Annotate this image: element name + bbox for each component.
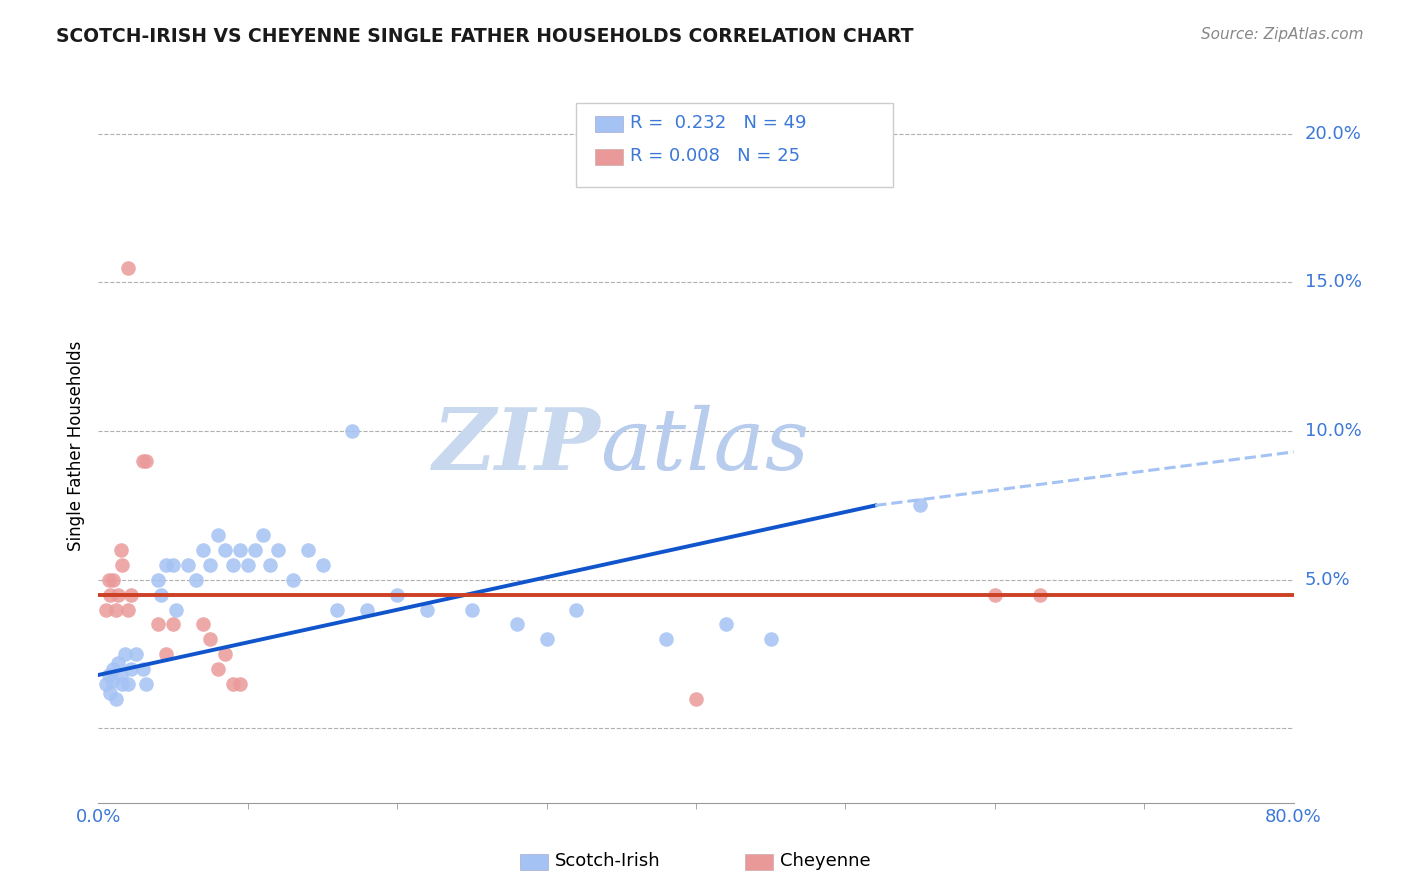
Point	[105, 602, 128, 616]
Point	[97, 668, 120, 682]
Point	[114, 647, 136, 661]
Point	[103, 573, 125, 587]
Text: R = 0.008   N = 25: R = 0.008 N = 25	[630, 147, 800, 165]
Point	[132, 454, 155, 468]
Point	[150, 588, 173, 602]
Point	[105, 691, 128, 706]
Point	[120, 588, 142, 602]
Point	[207, 662, 229, 676]
Point	[111, 677, 134, 691]
Point	[110, 668, 132, 682]
Point	[259, 558, 281, 572]
Point	[252, 528, 274, 542]
Point	[200, 632, 222, 647]
Text: 10.0%: 10.0%	[1305, 422, 1361, 440]
Point	[117, 602, 139, 616]
Point	[110, 543, 132, 558]
Point	[101, 673, 124, 688]
Point	[103, 662, 125, 676]
Point	[245, 543, 267, 558]
Text: ZIP: ZIP	[433, 404, 600, 488]
Point	[222, 677, 245, 691]
Point	[125, 647, 148, 661]
Y-axis label: Single Father Households: Single Father Households	[67, 341, 86, 551]
Point	[326, 602, 349, 616]
Point	[222, 558, 245, 572]
Text: R =  0.232   N = 49: R = 0.232 N = 49	[630, 114, 807, 132]
Point	[135, 677, 157, 691]
Point	[207, 528, 229, 542]
Text: Source: ZipAtlas.com: Source: ZipAtlas.com	[1201, 27, 1364, 42]
Point	[155, 647, 177, 661]
Text: 15.0%: 15.0%	[1305, 274, 1361, 292]
Point	[191, 543, 214, 558]
Point	[94, 602, 117, 616]
Point	[714, 617, 737, 632]
Point	[685, 691, 707, 706]
Point	[162, 558, 184, 572]
Point	[177, 558, 200, 572]
Point	[908, 499, 931, 513]
Point	[155, 558, 177, 572]
Text: 20.0%: 20.0%	[1305, 125, 1361, 143]
Point	[135, 454, 157, 468]
Text: atlas: atlas	[600, 405, 810, 487]
Point	[983, 588, 1005, 602]
Point	[111, 558, 134, 572]
Point	[107, 656, 129, 670]
Point	[120, 662, 142, 676]
Point	[385, 588, 409, 602]
Text: Scotch-Irish: Scotch-Irish	[555, 852, 661, 870]
Point	[565, 602, 588, 616]
Point	[759, 632, 782, 647]
Point	[416, 602, 439, 616]
Text: SCOTCH-IRISH VS CHEYENNE SINGLE FATHER HOUSEHOLDS CORRELATION CHART: SCOTCH-IRISH VS CHEYENNE SINGLE FATHER H…	[56, 27, 914, 45]
Point	[342, 424, 364, 438]
Point	[229, 677, 252, 691]
Point	[214, 543, 236, 558]
Point	[506, 617, 529, 632]
Point	[148, 573, 170, 587]
Point	[97, 573, 120, 587]
Point	[184, 573, 207, 587]
Point	[281, 573, 304, 587]
Point	[107, 588, 129, 602]
Point	[311, 558, 333, 572]
Point	[94, 677, 117, 691]
Point	[162, 617, 184, 632]
Point	[356, 602, 378, 616]
Point	[148, 617, 170, 632]
Point	[236, 558, 259, 572]
Point	[117, 677, 139, 691]
Point	[214, 647, 236, 661]
Text: 5.0%: 5.0%	[1305, 571, 1350, 589]
Point	[229, 543, 252, 558]
Point	[1028, 588, 1050, 602]
Point	[191, 617, 214, 632]
Point	[132, 662, 155, 676]
Point	[98, 588, 122, 602]
Point	[655, 632, 678, 647]
Point	[461, 602, 484, 616]
Point	[165, 602, 187, 616]
Text: Cheyenne: Cheyenne	[780, 852, 870, 870]
Point	[98, 686, 122, 700]
Point	[117, 260, 139, 275]
Point	[200, 558, 222, 572]
Point	[536, 632, 558, 647]
Point	[267, 543, 290, 558]
Point	[297, 543, 319, 558]
